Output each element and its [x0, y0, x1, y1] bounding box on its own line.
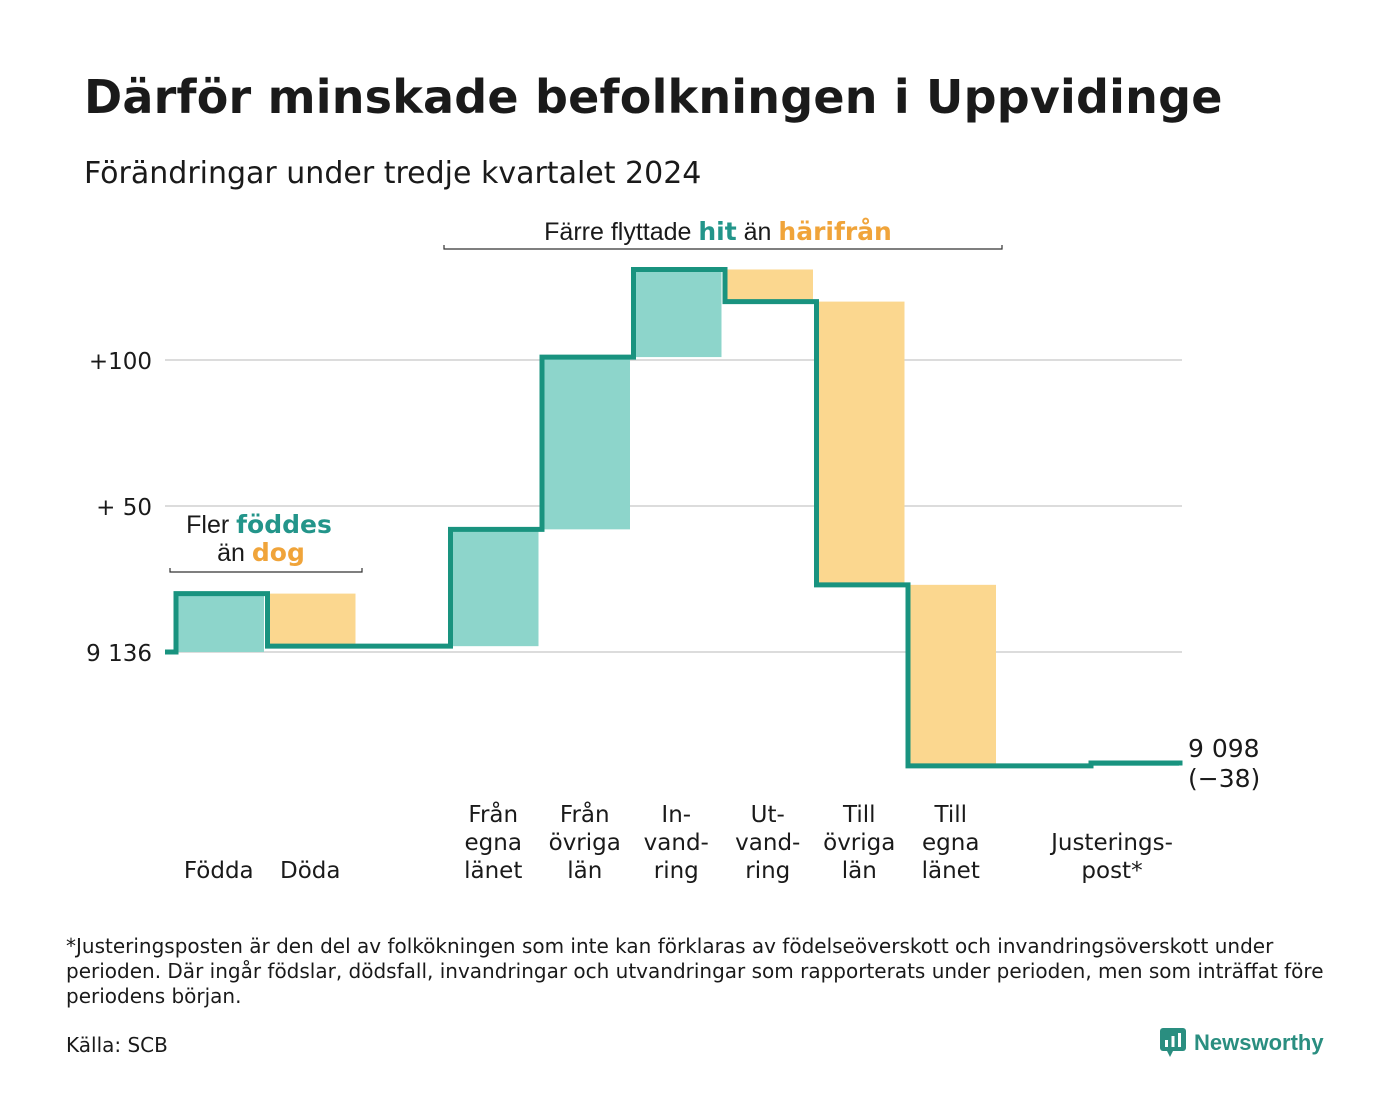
birth-annotation-line1: Fler föddes [186, 510, 332, 539]
brand: Newsworthy [1160, 1028, 1324, 1058]
chart-subtitle: Förändringar under tredje kvartalet 2024 [84, 156, 702, 191]
y-tick-label: + 50 [96, 495, 152, 521]
newsworthy-logo-icon [1160, 1028, 1186, 1057]
labels: 9 136 + 50 +100 Födda Döda Från egna länet Från ö… [86, 349, 1260, 884]
category-label: Från egna länet [464, 800, 522, 884]
category-label: Från övriga län [549, 800, 621, 884]
y-tick-label: +100 [89, 349, 152, 375]
birth-bracket [169, 568, 363, 573]
waterfall-bar [722, 269, 813, 302]
waterfall-bar [265, 593, 356, 647]
y-tick-label: 9 136 [86, 641, 152, 667]
source-note: Källa: SCB [66, 1033, 168, 1057]
end-value-label: 9 098 (−38) [1188, 734, 1260, 793]
waterfall-bar [814, 301, 905, 585]
chart-title: Därför minskade befolkningen i Uppviding… [84, 70, 1223, 124]
waterfall-bar [631, 269, 722, 358]
migration-annotation: Färre flyttade hit än härifrån [544, 217, 892, 246]
waterfall-bar [905, 584, 996, 766]
waterfall-chart: 9 136 + 50 +100 Födda Döda Från egna länet Från ö… [86, 217, 1260, 884]
step-line-path [165, 266, 1183, 769]
footnote: *Justeringsposten är den del av folkökni… [66, 934, 1324, 1008]
category-label: Ut-vand-ring [735, 802, 800, 884]
category-label: Justerings-post* [1049, 830, 1173, 884]
bars [173, 269, 1179, 766]
category-label: Födda [184, 858, 254, 884]
migration-bracket [443, 245, 1003, 250]
brand-name: Newsworthy [1194, 1030, 1324, 1055]
birth-annotation-line2: än dog [217, 538, 305, 567]
category-label: Till övriga län [823, 802, 895, 884]
waterfall-bar [173, 593, 264, 652]
waterfall-bar [448, 529, 539, 647]
waterfall-bar [539, 357, 630, 530]
step-line [165, 266, 1183, 769]
gridlines [165, 359, 1182, 653]
category-label: Döda [280, 858, 340, 884]
category-label: In-vand-ring [644, 802, 709, 884]
category-label: Till egna länet [922, 802, 980, 884]
